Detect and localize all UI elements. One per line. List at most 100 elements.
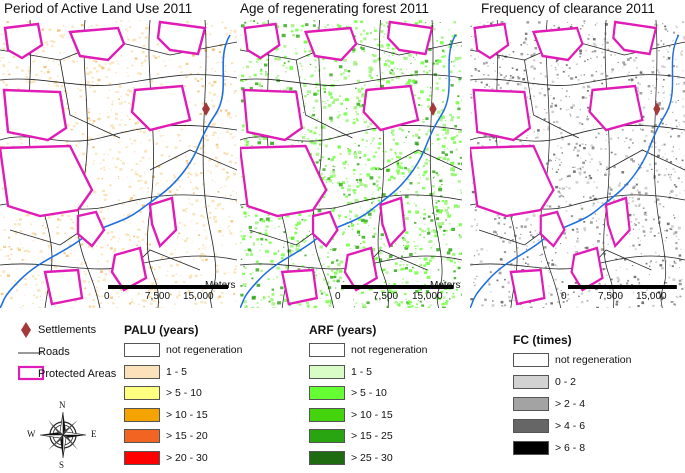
map-title-arf: Age of regenerating forest 2011 — [240, 1, 429, 16]
legend-title-palu: PALU (years) — [124, 323, 199, 337]
scale-max-fc: 15,000 — [636, 291, 667, 302]
protected-area — [362, 84, 420, 132]
compass-e: E — [91, 429, 97, 439]
settlement-diamond-icon — [202, 102, 210, 116]
scale-zero-fc: 0 — [561, 291, 567, 302]
road-line — [59, 59, 121, 139]
protected-area — [280, 268, 319, 306]
map-panel-palu — [0, 20, 237, 308]
legend-label-fc: > 2 - 4 — [555, 398, 586, 410]
protected-area — [379, 196, 407, 249]
map-title-fc: Frequency of clearance 2011 — [481, 1, 655, 16]
road-line — [0, 74, 237, 86]
road-line — [380, 149, 462, 171]
compass-rose-icon — [39, 411, 87, 459]
land-cover-texture — [470, 20, 685, 308]
map-panel-fc — [470, 20, 685, 308]
protected-area — [386, 20, 434, 56]
road-line — [605, 149, 685, 171]
scale-max-palu: 15,000 — [183, 291, 214, 302]
protected-area — [130, 84, 192, 132]
protected-area — [156, 20, 207, 56]
legend-label-arf: > 5 - 10 — [351, 387, 387, 399]
protected-area — [604, 196, 631, 249]
protected-area — [472, 88, 532, 142]
map-panel-arf — [240, 20, 462, 308]
legend-swatch-arf — [309, 407, 345, 422]
protected-area — [240, 144, 328, 218]
protected-area — [531, 26, 584, 62]
legend-label-fc: > 6 - 8 — [555, 442, 586, 454]
legend-label-palu: > 15 - 20 — [166, 430, 208, 442]
scale-bar — [567, 285, 677, 289]
protected-area-outline-icon — [18, 365, 44, 381]
river-line — [0, 34, 231, 308]
legend-swatch-palu — [124, 450, 160, 465]
legend-swatch-fc — [513, 375, 549, 389]
road-line — [295, 59, 353, 139]
legend-label-settlements: Settlements — [38, 324, 97, 336]
legend-label-arf: > 15 - 25 — [351, 430, 393, 442]
protected-area — [0, 144, 94, 218]
protected-area — [311, 210, 339, 248]
legend-title-arf: ARF (years) — [309, 323, 377, 337]
legend-swatch-arf — [309, 364, 345, 379]
legend-swatch-palu — [124, 407, 160, 422]
protected-area — [242, 88, 304, 142]
river-line — [470, 34, 680, 308]
legend-swatch-arf — [309, 450, 345, 465]
settlement-diamond-icon — [653, 102, 661, 116]
legend-swatch-fc — [513, 441, 549, 455]
legend-swatch-palu — [124, 386, 160, 400]
protected-area — [3, 22, 44, 60]
legend-swatch-arf — [309, 429, 345, 443]
protected-area — [76, 210, 106, 248]
legend-label-arf: > 10 - 15 — [351, 408, 393, 421]
scale-mid-palu: 7,500 — [145, 291, 171, 302]
protected-area — [68, 26, 126, 62]
legend-swatch-palu — [124, 429, 160, 443]
legend-label-palu: > 10 - 15 — [166, 408, 208, 421]
road-line — [312, 20, 335, 308]
protected-area — [243, 22, 281, 60]
scale-unit-palu: Meters — [205, 280, 236, 291]
legend-label-palu: > 5 - 10 — [166, 387, 202, 399]
road-line — [429, 20, 443, 308]
legend-swatch-arf — [309, 386, 345, 400]
compass-w: W — [27, 429, 36, 439]
road-line — [240, 74, 462, 86]
road-line — [149, 149, 237, 171]
scale-zero-palu: 0 — [104, 291, 110, 302]
legend-label-protected-areas: Protected Areas — [38, 368, 117, 380]
map-title-palu: Period of Active Land Use 2011 — [4, 1, 193, 16]
scale-mid-arf: 7,500 — [373, 291, 399, 302]
legend-swatch-arf — [309, 343, 345, 357]
compass-n: N — [59, 400, 66, 410]
legend-label-arf: > 25 - 30 — [351, 451, 393, 464]
protected-area — [43, 268, 84, 306]
protected-area — [588, 84, 644, 132]
protected-area — [343, 246, 379, 292]
road-line — [540, 20, 562, 308]
protected-area — [110, 246, 148, 292]
map-svg — [470, 20, 685, 308]
road-line — [470, 74, 685, 86]
legend-swatch-fc — [513, 419, 549, 433]
road-line — [146, 20, 159, 308]
scale-bar — [341, 285, 454, 289]
road-line — [202, 20, 217, 308]
road-line — [524, 59, 580, 139]
scale-mid-fc: 7,500 — [598, 291, 624, 302]
settlement-diamond-icon — [429, 102, 437, 116]
legend-title-fc: FC (times) — [513, 333, 572, 347]
protected-area — [539, 210, 566, 248]
legend-label-palu: 1 - 5 — [166, 365, 188, 378]
map-svg — [0, 20, 237, 308]
legend-swatch-palu — [124, 343, 160, 357]
legend-swatch-fc — [513, 353, 549, 367]
protected-area — [470, 144, 555, 218]
legend-label-roads: Roads — [38, 346, 70, 358]
legend-label-palu: > 20 - 30 — [166, 451, 208, 464]
legend-label-fc: > 4 - 6 — [555, 420, 586, 432]
protected-area — [303, 26, 358, 62]
